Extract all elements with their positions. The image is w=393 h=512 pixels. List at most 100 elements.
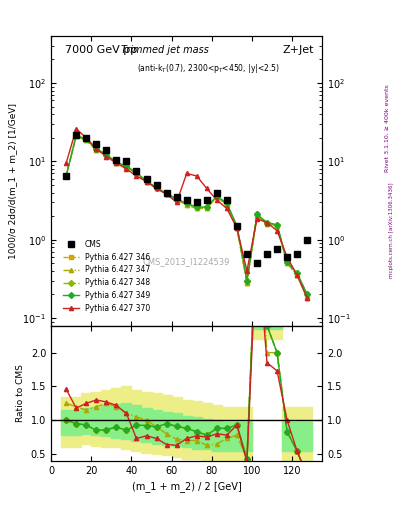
CMS: [275, 246, 279, 252]
Pythia 6.427 347: [94, 147, 99, 153]
Pythia 6.427 348: [104, 152, 109, 158]
Pythia 6.427 370: [134, 173, 139, 179]
Pythia 6.427 348: [305, 291, 310, 297]
Pythia 6.427 348: [94, 145, 99, 152]
Pythia 6.427 347: [174, 197, 179, 203]
CMS: [224, 197, 229, 203]
Pythia 6.427 370: [235, 225, 239, 231]
Pythia 6.427 370: [275, 228, 279, 234]
Text: Rivet 3.1.10, ≥ 400k events: Rivet 3.1.10, ≥ 400k events: [385, 84, 389, 172]
CMS: [244, 251, 249, 258]
Pythia 6.427 348: [64, 173, 68, 179]
Pythia 6.427 347: [74, 133, 79, 139]
Pythia 6.427 370: [84, 135, 88, 141]
Pythia 6.427 370: [174, 199, 179, 205]
Pythia 6.427 347: [295, 272, 299, 279]
Pythia 6.427 348: [74, 132, 79, 138]
Pythia 6.427 346: [295, 272, 299, 279]
CMS: [305, 237, 310, 243]
Pythia 6.427 370: [94, 145, 99, 152]
Pythia 6.427 348: [124, 163, 129, 169]
Pythia 6.427 348: [134, 170, 139, 176]
Pythia 6.427 347: [184, 202, 189, 208]
Y-axis label: 1000/σ 2dσ/d(m_1 + m_2) [1/GeV]: 1000/σ 2dσ/d(m_1 + m_2) [1/GeV]: [8, 103, 17, 259]
Pythia 6.427 349: [224, 200, 229, 206]
Line: Pythia 6.427 346: Pythia 6.427 346: [64, 134, 309, 300]
CMS: [204, 197, 209, 203]
Pythia 6.427 348: [184, 200, 189, 206]
Pythia 6.427 349: [255, 211, 259, 218]
Pythia 6.427 346: [114, 160, 119, 166]
Pythia 6.427 370: [305, 295, 310, 301]
Pythia 6.427 348: [114, 159, 119, 165]
Line: Pythia 6.427 349: Pythia 6.427 349: [64, 133, 309, 296]
Pythia 6.427 349: [215, 193, 219, 199]
Pythia 6.427 346: [164, 191, 169, 197]
Pythia 6.427 370: [295, 272, 299, 279]
Pythia 6.427 370: [64, 160, 68, 166]
Pythia 6.427 348: [174, 196, 179, 202]
CMS: [74, 132, 79, 138]
Pythia 6.427 348: [164, 190, 169, 197]
Pythia 6.427 347: [64, 173, 68, 179]
Pythia 6.427 348: [255, 211, 259, 218]
Text: Trimmed jet mass: Trimmed jet mass: [121, 45, 209, 55]
Pythia 6.427 346: [64, 173, 68, 179]
Text: (anti-k$_T$(0.7), 2300<p$_T$<450, |y|<2.5): (anti-k$_T$(0.7), 2300<p$_T$<450, |y|<2.…: [137, 62, 280, 75]
Pythia 6.427 370: [74, 126, 79, 132]
Line: Pythia 6.427 370: Pythia 6.427 370: [64, 127, 309, 300]
CMS: [255, 260, 259, 266]
Pythia 6.427 347: [164, 191, 169, 197]
Pythia 6.427 349: [305, 291, 310, 297]
CMS: [235, 223, 239, 229]
Line: Pythia 6.427 347: Pythia 6.427 347: [64, 134, 309, 300]
Pythia 6.427 346: [255, 213, 259, 219]
Legend: CMS, Pythia 6.427 346, Pythia 6.427 347, Pythia 6.427 348, Pythia 6.427 349, Pyt: CMS, Pythia 6.427 346, Pythia 6.427 347,…: [61, 237, 153, 316]
Pythia 6.427 370: [195, 173, 199, 179]
Pythia 6.427 346: [235, 225, 239, 231]
Line: CMS: CMS: [63, 132, 310, 266]
Pythia 6.427 349: [235, 223, 239, 229]
Pythia 6.427 346: [174, 197, 179, 203]
Pythia 6.427 349: [74, 132, 79, 138]
Y-axis label: Ratio to CMS: Ratio to CMS: [16, 364, 25, 422]
Pythia 6.427 349: [64, 173, 68, 179]
Pythia 6.427 346: [134, 170, 139, 177]
Pythia 6.427 347: [84, 137, 88, 143]
Pythia 6.427 348: [204, 204, 209, 210]
Pythia 6.427 370: [264, 220, 269, 226]
Pythia 6.427 347: [235, 225, 239, 231]
Pythia 6.427 348: [144, 178, 149, 184]
Pythia 6.427 347: [275, 223, 279, 229]
CMS: [114, 157, 119, 163]
Pythia 6.427 370: [124, 166, 129, 172]
Pythia 6.427 346: [154, 185, 159, 191]
Pythia 6.427 370: [164, 191, 169, 197]
Pythia 6.427 349: [295, 270, 299, 276]
Pythia 6.427 346: [94, 147, 99, 153]
Pythia 6.427 346: [195, 205, 199, 211]
Text: Z+Jet: Z+Jet: [283, 45, 314, 55]
Pythia 6.427 348: [275, 222, 279, 228]
Pythia 6.427 370: [204, 185, 209, 191]
Pythia 6.427 370: [285, 254, 290, 260]
Pythia 6.427 348: [235, 223, 239, 229]
Pythia 6.427 347: [285, 260, 290, 266]
Pythia 6.427 349: [164, 190, 169, 197]
Pythia 6.427 347: [195, 205, 199, 211]
Pythia 6.427 370: [154, 185, 159, 191]
Pythia 6.427 370: [114, 160, 119, 166]
CMS: [64, 173, 68, 179]
Pythia 6.427 348: [244, 278, 249, 284]
Pythia 6.427 347: [114, 160, 119, 166]
Pythia 6.427 346: [104, 152, 109, 158]
Pythia 6.427 347: [305, 295, 310, 301]
Pythia 6.427 347: [255, 213, 259, 219]
Pythia 6.427 349: [104, 152, 109, 158]
CMS: [295, 251, 299, 258]
Pythia 6.427 370: [244, 268, 249, 274]
CMS: [215, 189, 219, 196]
CMS: [84, 135, 88, 141]
Pythia 6.427 346: [124, 164, 129, 170]
Pythia 6.427 347: [124, 164, 129, 170]
